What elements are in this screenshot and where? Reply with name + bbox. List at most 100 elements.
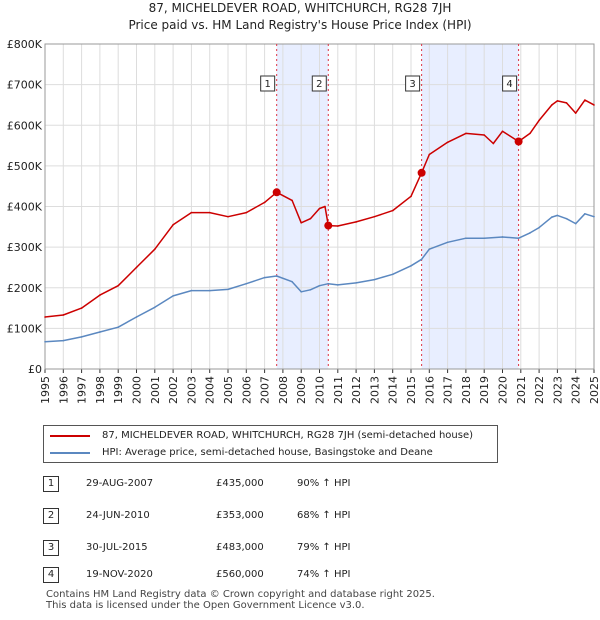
legend: 87, MICHELDEVER ROAD, WHITCHURCH, RG28 7…: [43, 425, 498, 463]
price-paid-line-point: [62, 314, 65, 316]
price-paid-line-point: [465, 132, 467, 135]
sale-point-2: [324, 221, 333, 230]
y-tick-label: £0: [28, 363, 42, 376]
hpi-line-point: [420, 258, 423, 261]
x-tick-label: 2005: [222, 376, 235, 404]
marker-badge-2: [311, 75, 327, 92]
legend-label-hpi: HPI: Average price, semi-detached house,…: [102, 447, 433, 458]
hpi-line-point: [44, 340, 46, 343]
transaction-date: 19-NOV-2020: [86, 569, 153, 580]
x-tick-label: 2024: [570, 376, 583, 404]
hpi-line-point: [391, 273, 394, 276]
transaction-number: 2: [43, 508, 59, 524]
hpi-line-point: [80, 336, 83, 338]
x-tick-label: 2015: [405, 376, 418, 404]
price-paid-line-point: [99, 294, 101, 296]
transaction-number: 1: [43, 476, 59, 492]
price-paid-line-point: [584, 99, 586, 101]
hpi-line-point: [337, 284, 339, 286]
price-paid-line-point: [154, 248, 156, 250]
transaction-number: 3: [43, 540, 59, 556]
price-paid-line-point: [593, 104, 595, 106]
hpi-line-point: [501, 236, 504, 238]
price-paid-line-point: [172, 223, 174, 226]
hpi-line-point: [309, 288, 312, 291]
hpi-line-point: [556, 214, 559, 217]
hpi-line-point: [517, 237, 520, 239]
price-paid-line-point: [300, 221, 303, 224]
x-tick-label: 2014: [387, 376, 400, 404]
y-tick-label: £400K: [7, 201, 43, 214]
x-tick-label: 2012: [350, 376, 363, 404]
x-tick-label: 2011: [332, 376, 345, 404]
hpi-line-point: [446, 241, 449, 244]
transaction-hpi: 90% ↑ HPI: [297, 478, 351, 489]
marker-label-4: 4: [506, 79, 512, 90]
x-tick-label: 2023: [551, 376, 564, 404]
hpi-line-point: [538, 226, 540, 229]
marker-label-3: 3: [409, 79, 415, 90]
price-paid-line-point: [529, 132, 531, 135]
price-paid-line-point: [318, 207, 321, 210]
hpi-line-point: [428, 248, 431, 250]
price-paid-line-point: [44, 316, 46, 318]
legend-swatch-price: [50, 435, 90, 437]
price-paid-line-point: [135, 266, 138, 269]
hpi-line-point: [291, 280, 293, 283]
hpi-line-point: [275, 275, 278, 277]
hpi-line-point: [227, 288, 229, 291]
hpi-line-point: [154, 306, 156, 309]
hpi-line-point: [327, 282, 330, 285]
chart-title: 87, MICHELDEVER ROAD, WHITCHURCH, RG28 7…: [148, 1, 452, 15]
y-tick-label: £500K: [7, 160, 43, 173]
price-paid-line-point: [556, 100, 559, 102]
price-paid-line-point: [190, 211, 193, 214]
hpi-line-point: [529, 232, 531, 234]
price-paid-line-point: [80, 307, 83, 309]
footer-copyright: Contains HM Land Registry data © Crown c…: [46, 589, 435, 600]
x-tick-label: 2025: [588, 376, 600, 404]
sale-point-1: [272, 188, 281, 197]
hpi-line-point: [373, 278, 376, 281]
hpi-line-point: [245, 282, 248, 285]
transaction-hpi: 68% ↑ HPI: [297, 510, 351, 521]
x-tick-label: 1997: [76, 376, 89, 404]
hpi-line-point: [135, 316, 138, 318]
x-tick-label: 2002: [167, 376, 180, 404]
hpi-line-point: [465, 237, 467, 239]
price-paid-line-point: [355, 221, 357, 223]
hpi-line-point: [190, 289, 193, 292]
x-tick-label: 2001: [149, 376, 162, 404]
marker-label-2: 2: [316, 79, 322, 90]
price-paid-line-point: [324, 205, 326, 208]
price-paid-line-point: [391, 209, 394, 212]
hpi-line-point: [593, 215, 595, 218]
hpi-line-point: [99, 331, 101, 333]
hpi-line-point: [483, 237, 486, 239]
transaction-date: 29-AUG-2007: [86, 478, 154, 489]
transaction-number: 4: [43, 567, 59, 583]
price-paid-line-point: [501, 130, 504, 133]
transaction-price: £483,000: [216, 542, 264, 553]
y-tick-label: £100K: [7, 322, 43, 335]
x-tick-label: 2003: [185, 376, 198, 404]
hpi-line-point: [62, 339, 65, 342]
x-tick-label: 2010: [314, 376, 327, 404]
x-tick-label: 2004: [204, 376, 217, 404]
price-paid-line-point: [565, 102, 568, 104]
hpi-line-point: [117, 326, 119, 328]
hpi-line-point: [300, 291, 303, 293]
plot-frame: [44, 43, 595, 370]
marker-label-1: 1: [264, 79, 270, 90]
price-paid-line-point: [492, 142, 495, 145]
price-paid-line-point: [551, 104, 553, 106]
x-tick-label: 2019: [478, 376, 491, 404]
y-tick-label: £800K: [7, 38, 43, 51]
marker-badge-1: [260, 75, 276, 92]
x-tick-label: 2021: [515, 376, 528, 404]
transaction-date: 24-JUN-2010: [86, 510, 150, 521]
transaction-date: 30-JUL-2015: [86, 542, 148, 553]
sale-point-3: [417, 168, 426, 177]
marker-badge-3: [405, 75, 421, 92]
price-paid-line-point: [245, 211, 248, 214]
